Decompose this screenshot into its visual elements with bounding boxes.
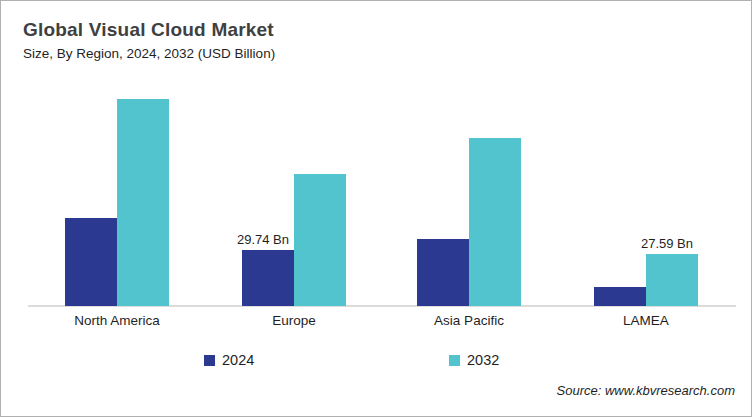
bar-2024-lamea: [594, 287, 646, 306]
legend-label-2024: 2024: [222, 352, 254, 368]
legend: 2024 2032: [1, 349, 752, 371]
bar-value-label-2032-lamea: 27.59 Bn: [619, 236, 715, 251]
bar-2024-asia-pacific: [417, 239, 469, 306]
legend-label-2032: 2032: [467, 352, 499, 368]
legend-swatch-2032: [449, 355, 460, 366]
bar-2024-europe: [242, 250, 294, 306]
x-axis-label-lamea: LAMEA: [561, 313, 731, 328]
legend-item-2024: 2024: [204, 349, 254, 371]
x-axis-label-north-america: North America: [32, 313, 202, 328]
legend-swatch-2024: [204, 355, 215, 366]
bar-2032-europe: [294, 174, 346, 306]
bar-2032-asia-pacific: [469, 138, 521, 306]
source-credit: Source: www.kbvresearch.com: [557, 383, 735, 398]
bar-2032-lamea: [646, 254, 698, 306]
x-axis-label-asia-pacific: Asia Pacific: [384, 313, 554, 328]
bar-2024-north-america: [65, 218, 117, 306]
x-axis-label-europe: Europe: [209, 313, 379, 328]
bar-2032-north-america: [117, 99, 169, 306]
legend-item-2032: 2032: [449, 349, 499, 371]
chart-frame: Global Visual Cloud Market Size, By Regi…: [0, 0, 752, 417]
